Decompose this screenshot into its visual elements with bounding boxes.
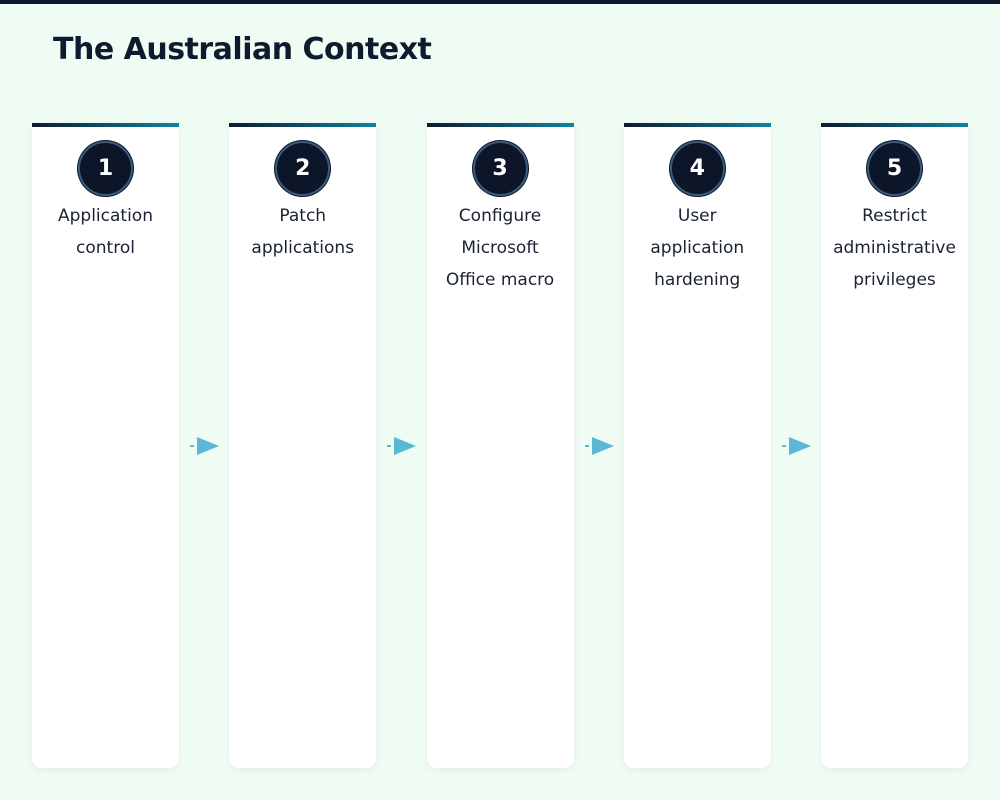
arrow <box>189 435 221 461</box>
step-card: 2 Patch applications <box>229 123 377 768</box>
arrow-icon <box>584 437 614 455</box>
card-accent <box>623 123 771 127</box>
step-number: 1 <box>78 141 133 196</box>
arrow <box>781 435 813 461</box>
card-accent <box>32 123 179 127</box>
card-accent <box>426 123 574 127</box>
step-label: Restrict administrative privileges <box>833 206 956 290</box>
step-label: Patch applications <box>251 206 355 258</box>
step-number: 2 <box>275 141 331 196</box>
step-number: 3 <box>472 141 528 196</box>
step-label: Application control <box>58 206 153 258</box>
step-card: 5 Restrict administrative privileges <box>821 123 968 768</box>
arrow <box>584 435 616 461</box>
arrow-icon <box>387 437 417 455</box>
arrow <box>386 435 418 461</box>
step-number: 5 <box>867 141 922 196</box>
step-number: 4 <box>669 141 725 196</box>
arrow-icon <box>781 437 811 455</box>
step-card: 1 Application control <box>32 123 179 768</box>
page-title: The Australian Context <box>53 32 432 67</box>
card-accent <box>229 123 377 127</box>
step-card: 3 Configure Microsoft Office macro <box>426 123 574 768</box>
step-label: Configure Microsoft Office macro <box>445 206 555 290</box>
step-label: User application hardening <box>650 206 745 290</box>
card-accent <box>821 123 968 127</box>
arrow-icon <box>190 437 219 455</box>
step-card: 4 User application hardening <box>623 123 771 768</box>
top-bar <box>0 0 1000 4</box>
